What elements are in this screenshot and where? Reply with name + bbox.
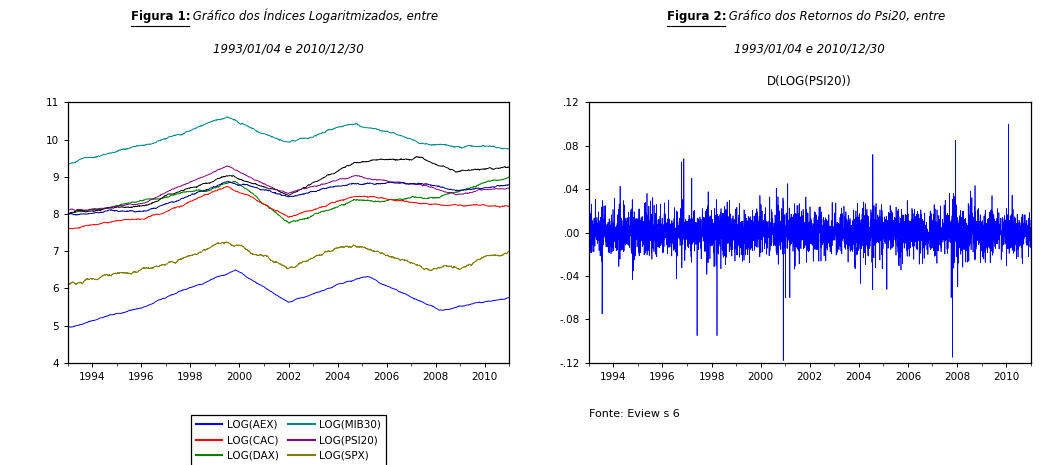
Text: D(LOG(PSI20)): D(LOG(PSI20)) [767, 75, 853, 88]
Text: Figura 1:: Figura 1: [130, 10, 191, 23]
Text: Gráfico dos Índices Logaritmizados, entre: Gráfico dos Índices Logaritmizados, entr… [188, 9, 437, 23]
Text: Fonte: Eview s 6: Fonte: Eview s 6 [589, 409, 680, 419]
Text: 1993/01/04 e 2010/12/30: 1993/01/04 e 2010/12/30 [734, 43, 885, 56]
Text: 1993/01/04 e 2010/12/30: 1993/01/04 e 2010/12/30 [213, 43, 364, 56]
Legend: LOG(AEX), LOG(CAC), LOG(DAX), LOG(IBEX), LOG(MIB30), LOG(PSI20), LOG(SPX), LOG(U: LOG(AEX), LOG(CAC), LOG(DAX), LOG(IBEX),… [192, 415, 386, 465]
Text: Gráfico dos Retornos do Psi20, entre: Gráfico dos Retornos do Psi20, entre [726, 10, 945, 23]
Text: Figura 2:: Figura 2: [667, 10, 727, 23]
